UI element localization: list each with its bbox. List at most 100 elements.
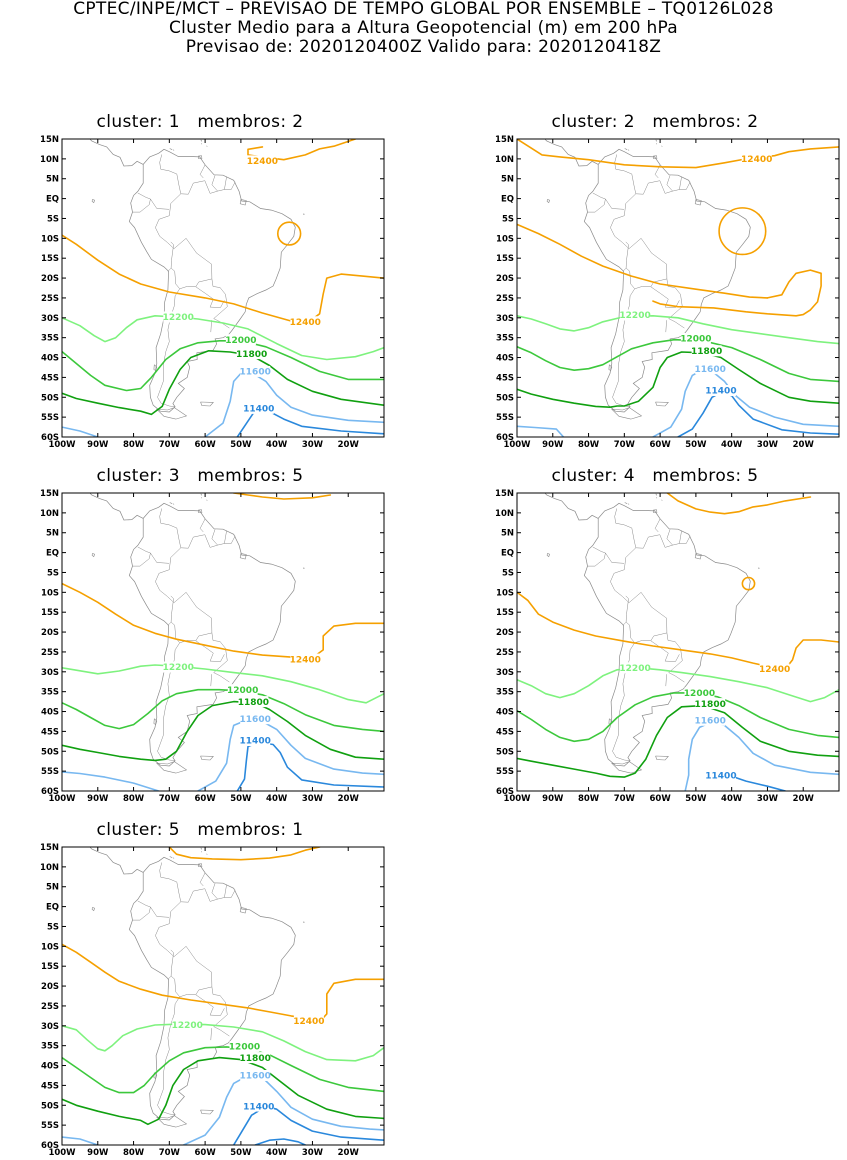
caribbean-island	[169, 148, 173, 150]
contour-label-bg	[238, 696, 269, 708]
lat-tick-label: 45S	[496, 727, 514, 737]
lat-tick-label: 25S	[496, 648, 514, 658]
contour-label-11800: 11800	[691, 347, 722, 357]
lat-tick-label: 55S	[496, 767, 514, 777]
caribbean-island	[140, 480, 148, 482]
contour-line-12000	[62, 340, 384, 392]
contour-label-12400: 12400	[290, 655, 321, 665]
country-border	[195, 640, 225, 662]
island-outline	[156, 1115, 188, 1128]
lat-tick-label: 30S	[41, 1022, 59, 1032]
caribbean-island	[655, 143, 658, 145]
caribbean-island	[153, 828, 175, 835]
lat-tick-label: 60S	[41, 1141, 59, 1151]
island-outline	[655, 401, 669, 407]
country-border	[665, 320, 667, 333]
contour-label-12400: 12400	[759, 665, 790, 675]
contour-label-11800: 11800	[236, 350, 267, 360]
lat-tick-label: 15S	[496, 254, 514, 264]
contour-label-11600: 11600	[695, 365, 726, 375]
contour-line-12400	[232, 493, 332, 500]
contour-label-11400: 11400	[705, 771, 736, 781]
lon-tick-label: 100W	[503, 440, 531, 450]
panel-title: cluster: 4 membros: 5	[551, 466, 759, 486]
lon-tick-label: 100W	[503, 794, 531, 804]
country-border	[665, 674, 667, 687]
header-line-1: CPTEC/INPE/MCT – PREVISAO DE TEMPO GLOBA…	[73, 0, 774, 19]
lon-tick-label: 50W	[685, 440, 707, 450]
country-border	[587, 552, 606, 567]
caribbean-island	[634, 479, 640, 481]
caribbean-island	[173, 149, 175, 151]
lat-tick-label: 5S	[502, 214, 514, 224]
country-border	[666, 529, 673, 546]
contour-line-12400	[517, 139, 839, 169]
contour-line-11400	[730, 775, 787, 791]
lat-tick-label: 15S	[41, 608, 59, 618]
lat-tick-label: 55S	[41, 413, 59, 423]
contour-label-bg	[290, 653, 321, 665]
country-border	[167, 267, 172, 272]
contour-label-11400: 11400	[243, 405, 274, 415]
contour-label-bg	[695, 714, 726, 726]
contour-line-12400	[168, 847, 321, 861]
lat-tick-label: 10N	[40, 863, 59, 873]
contour-label-11400: 11400	[240, 737, 271, 747]
central-america-coastline	[89, 493, 144, 521]
island-outline	[198, 155, 203, 159]
lon-tick-label: 90W	[87, 1148, 109, 1158]
contour-label-bg	[705, 385, 736, 397]
country-border	[679, 530, 682, 544]
country-border	[155, 888, 236, 1037]
country-border	[610, 534, 691, 683]
central-america-coastline	[121, 847, 123, 848]
contour-label-bg	[620, 309, 651, 321]
lat-tick-label: EQ	[501, 195, 514, 205]
country-border	[224, 884, 227, 898]
contour-label-11400: 11400	[705, 387, 736, 397]
south-america-coastline	[128, 148, 296, 413]
contour-label-bg	[240, 713, 271, 725]
caribbean-island	[173, 503, 175, 505]
lon-tick-label: 90W	[87, 440, 109, 450]
lon-tick-label: 20W	[338, 1148, 360, 1158]
island-outline	[694, 199, 702, 206]
map-panel-cluster-5: cluster: 5 membros: 1 12400 12200 12000 118…	[0, 820, 400, 1160]
lat-tick-label: 55S	[496, 413, 514, 423]
island-outline	[611, 407, 643, 420]
central-america-coastline	[544, 139, 599, 167]
lon-tick-label: 80W	[123, 1148, 145, 1158]
lon-tick-label: 20W	[793, 440, 815, 450]
header-line-2: Cluster Medio para a Altura Geopotencial…	[168, 18, 679, 38]
caribbean-island	[608, 474, 630, 481]
map-panel-cluster-2: cluster: 2 membros: 2 12400 12200 12000 118…	[455, 112, 847, 452]
lat-tick-label: 35S	[41, 1042, 59, 1052]
contour-label-bg	[247, 155, 278, 167]
caribbean-island	[624, 502, 628, 504]
contour-line-11400	[232, 1105, 384, 1145]
contour-line-12400	[517, 591, 787, 670]
caribbean-island	[595, 480, 603, 482]
country-border	[159, 862, 182, 902]
lon-tick-label: 50W	[230, 1148, 252, 1158]
contour-label-bg	[741, 153, 772, 165]
lon-tick-label: 50W	[230, 794, 252, 804]
map-frame	[61, 846, 385, 1146]
lat-tick-label: 45S	[496, 373, 514, 383]
contour-line-12000	[62, 688, 384, 733]
contour-label-bg	[293, 1015, 324, 1027]
lat-tick-label: 5S	[47, 214, 59, 224]
island-outline	[200, 1109, 214, 1115]
lat-tick-label: 60S	[496, 433, 514, 443]
contour-label-bg	[243, 1100, 274, 1112]
lon-tick-label: 80W	[123, 440, 145, 450]
contour-map: 12400 12200 12000 11800 11600 11400 15N 10N 5N EQ…	[40, 480, 385, 804]
lat-tick-label: 55S	[41, 767, 59, 777]
central-america-coastline	[576, 493, 578, 494]
contour-line-12400	[62, 582, 314, 659]
country-border	[137, 900, 170, 918]
country-border	[612, 642, 635, 762]
island-outline	[239, 553, 247, 560]
lon-tick-label: 100W	[48, 794, 76, 804]
caribbean-island	[624, 148, 628, 150]
